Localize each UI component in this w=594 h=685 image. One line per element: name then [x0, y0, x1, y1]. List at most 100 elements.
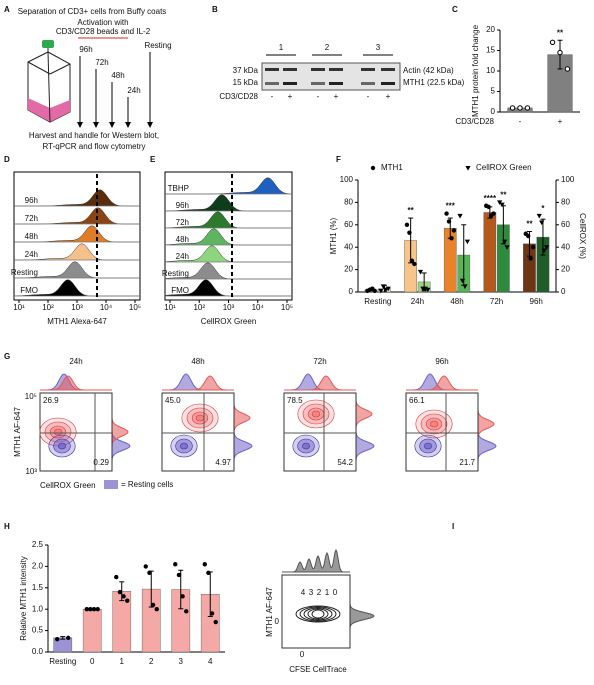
tick-label: 0.0	[32, 647, 44, 656]
right-histogram	[233, 393, 253, 471]
tick-label: 2.0	[32, 562, 44, 571]
quadrant-value: 26.9	[43, 396, 59, 405]
blot	[261, 62, 401, 91]
category-label: 0	[90, 657, 95, 666]
y-axis-label: MTH1 AF-647	[265, 587, 274, 637]
row-label: TBHP	[168, 184, 189, 193]
lane-label: 1	[279, 43, 284, 52]
row-label: 48h	[176, 235, 189, 244]
tick-label: 60	[344, 220, 353, 229]
peak-label: 4	[301, 588, 306, 597]
row-label: 24h	[176, 252, 189, 261]
quadrant-value: 66.1	[409, 396, 425, 405]
legend-swatch	[104, 480, 118, 489]
data-point	[549, 39, 556, 45]
actin-band	[381, 68, 395, 71]
data-point	[530, 245, 536, 250]
data-point	[528, 256, 533, 261]
data-point	[409, 258, 415, 263]
category-label: 3	[179, 657, 184, 666]
data-point	[206, 570, 211, 576]
contour-red	[53, 428, 63, 436]
x-tick-label: 10³	[71, 303, 83, 312]
significance-label: **	[557, 28, 564, 37]
panel-label: H	[4, 522, 10, 531]
data-point	[536, 213, 542, 219]
data-point	[147, 570, 152, 576]
top-histogram	[406, 375, 478, 391]
sign-label: -	[317, 92, 320, 101]
x-axis-label: CD3/CD28	[455, 117, 494, 126]
data-point	[412, 261, 417, 267]
tick-label: 5	[491, 87, 496, 96]
panel-label: I	[452, 522, 454, 531]
data-point	[425, 287, 431, 293]
top-histogram	[162, 373, 234, 391]
mth1-band	[361, 82, 375, 85]
data-point	[499, 202, 505, 208]
row-label: 48h	[25, 232, 38, 241]
panel-label: A	[4, 5, 10, 14]
peak-label: 3	[309, 588, 314, 597]
panel-label: B	[212, 5, 218, 14]
data-point	[114, 574, 119, 580]
arrow-head	[109, 122, 115, 128]
category-label: Resting	[364, 297, 391, 306]
right-histogram	[349, 575, 375, 648]
panel-label: G	[4, 352, 10, 361]
panel-label: C	[452, 5, 458, 14]
sign-label: +	[334, 92, 339, 101]
contour-red	[195, 414, 205, 422]
right-histogram	[477, 393, 495, 471]
y-axis-label: Relative MTH1 intensity	[19, 556, 28, 640]
actin-band	[265, 68, 279, 71]
top-histogram	[282, 548, 350, 573]
contour	[303, 607, 333, 621]
contour-frame	[283, 392, 357, 472]
peak-label: 2	[317, 588, 322, 597]
y2-axis-label: CellROX (%)	[578, 213, 587, 259]
data-point	[209, 611, 215, 616]
row-label: 24h	[25, 250, 38, 259]
right-histogram	[355, 393, 373, 471]
panel-label: D	[4, 155, 10, 164]
x-tick-label: 10⁵	[281, 303, 293, 312]
tick-label: 40	[344, 242, 353, 251]
data-point	[407, 230, 412, 235]
data-point	[449, 236, 454, 241]
data-point	[524, 105, 531, 111]
data-point	[501, 239, 508, 245]
data-point	[121, 594, 126, 599]
actin-band	[311, 68, 325, 71]
lane-label: 2	[325, 43, 330, 52]
data-point	[459, 278, 466, 284]
x-axis-label: CellROX Green	[40, 481, 96, 490]
x-axis-label: CFSE CellTrace	[289, 665, 347, 674]
data-point	[464, 239, 471, 245]
significance-label: *	[541, 204, 545, 213]
significance-label: **	[526, 220, 533, 229]
contour-red	[311, 410, 321, 418]
footer-text: RT-qPCR and flow cytometry	[43, 142, 146, 151]
bar	[483, 212, 497, 293]
data-point	[55, 636, 60, 642]
actin-band	[283, 68, 297, 71]
legend-label: CellROX Green	[476, 163, 532, 172]
data-point	[117, 589, 123, 595]
x-tick-label: 10¹	[13, 303, 25, 312]
arrow-head	[147, 122, 153, 128]
arrow-head	[125, 122, 131, 128]
category-label: 24h	[411, 297, 424, 306]
plot-title: 72h	[313, 357, 326, 366]
flask-illustration	[27, 40, 71, 123]
footer-text: Harvest and handle for Western blot,	[29, 131, 159, 140]
row-label: FMO	[171, 286, 189, 295]
contour-blue	[58, 442, 66, 450]
mth1-band	[381, 82, 395, 85]
x-tick-label: 10¹	[164, 303, 176, 312]
row-label: 96h	[25, 196, 38, 205]
contour-red	[429, 420, 439, 428]
contour-blue	[180, 442, 188, 450]
data-point	[173, 562, 178, 567]
contour-frame	[281, 574, 351, 649]
